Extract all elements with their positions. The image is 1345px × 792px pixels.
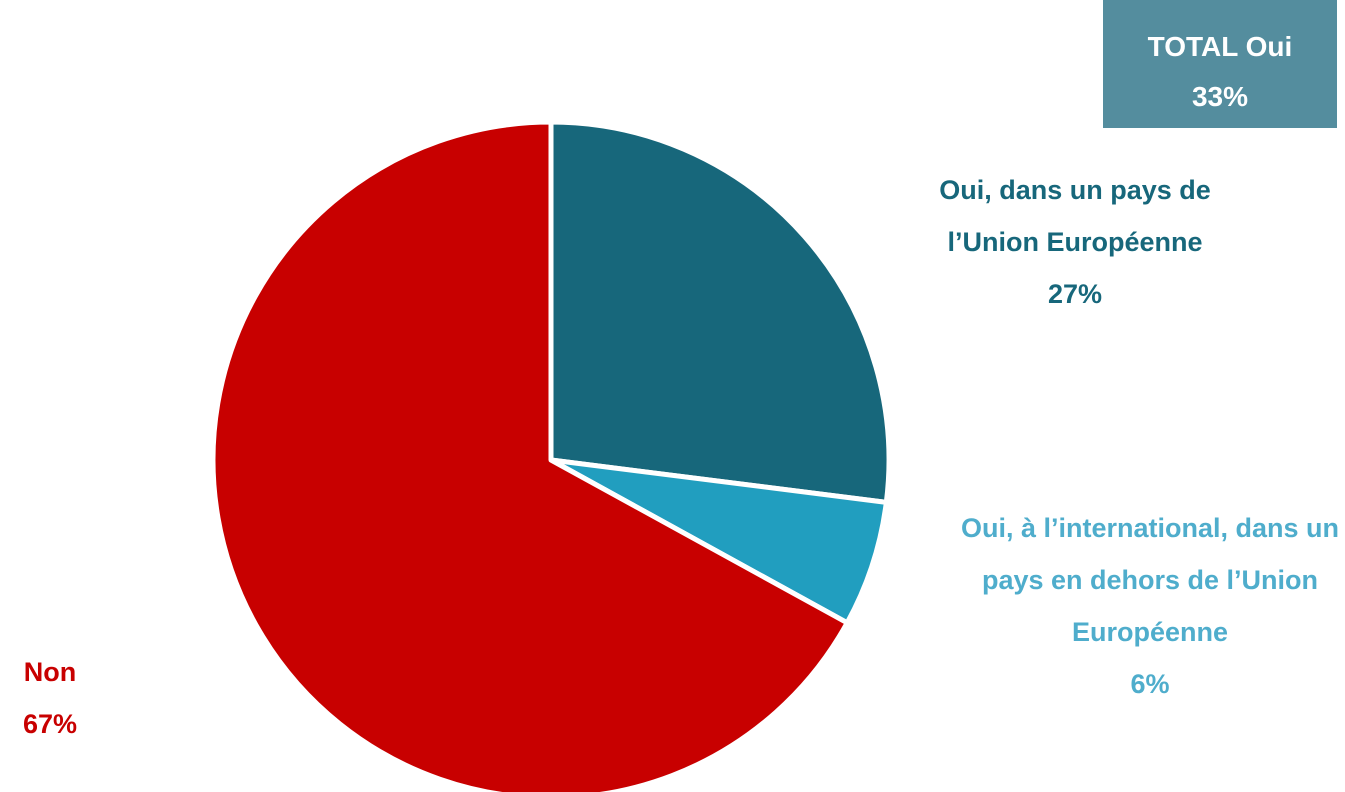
value-label: 67% bbox=[22, 709, 78, 739]
total-label: TOTAL Oui bbox=[1147, 31, 1293, 62]
slice-label: Non 67% bbox=[0, 646, 100, 750]
value-label: 6% bbox=[1130, 669, 1170, 699]
pie-slice bbox=[210, 119, 850, 792]
category-name: Non bbox=[23, 657, 77, 687]
slice-label: Oui, dans un pays de l’Union Européenne 2… bbox=[905, 164, 1245, 320]
slice-label: Oui, à l’international, dans un pays en … bbox=[955, 502, 1345, 710]
value-label: 27% bbox=[1047, 279, 1103, 309]
category-name: Oui, dans un pays de l’Union Européenne bbox=[939, 175, 1211, 257]
total-box: TOTAL Oui 33% bbox=[1103, 0, 1337, 128]
total-value: 33% bbox=[1191, 81, 1249, 112]
pie-slice bbox=[548, 119, 892, 505]
category-name: Oui, à l’international, dans un pays en … bbox=[960, 513, 1340, 647]
